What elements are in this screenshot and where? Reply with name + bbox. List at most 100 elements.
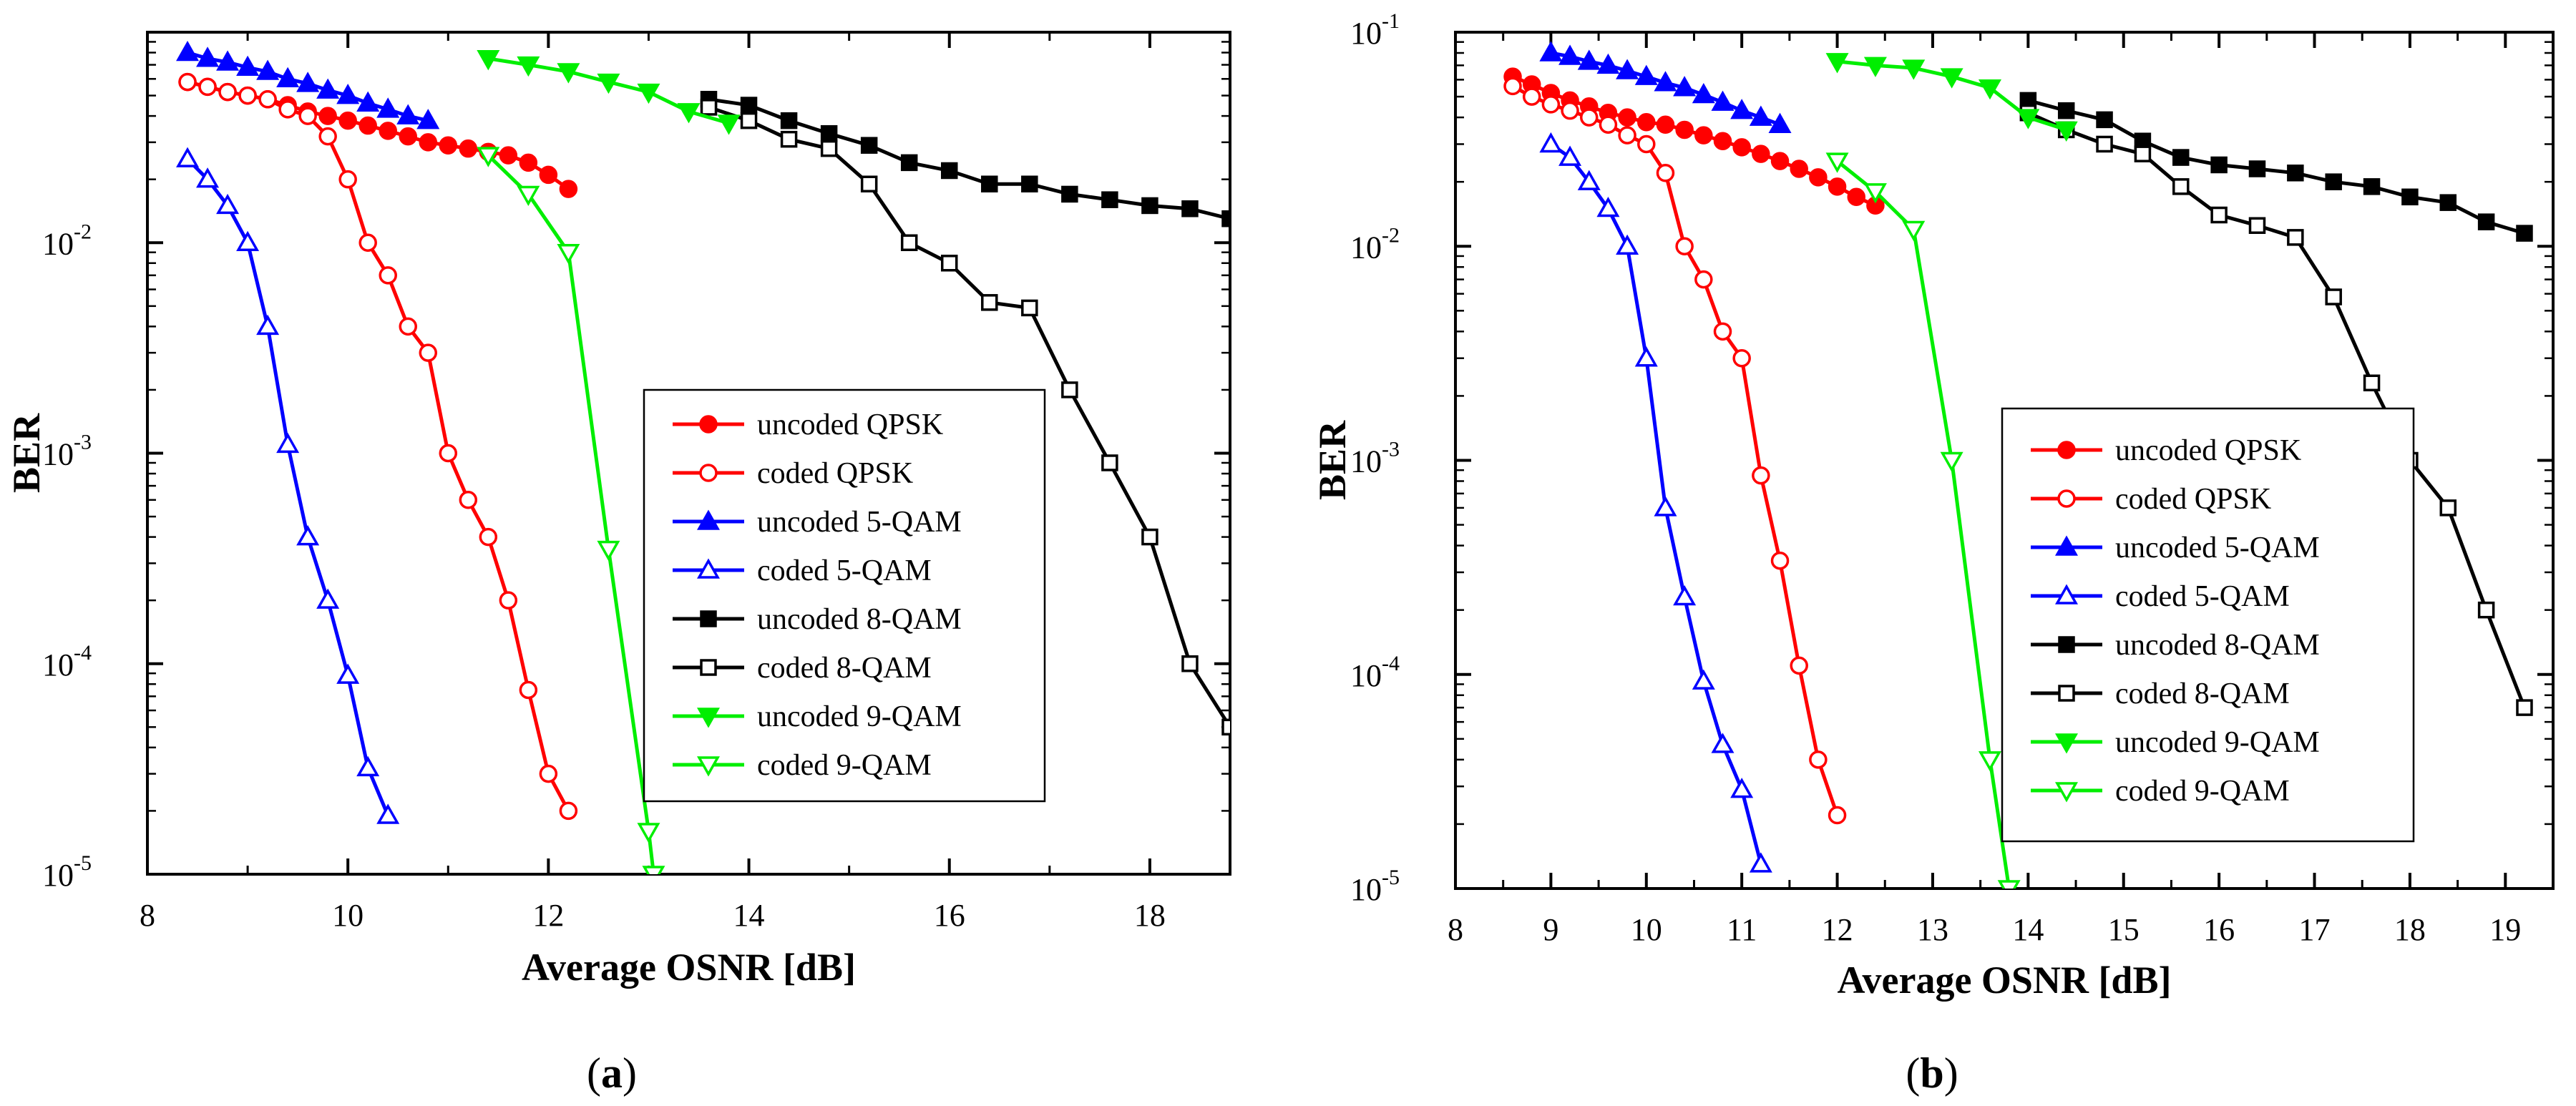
data-point [1596, 196, 1620, 217]
y-tick-label: 10-5 [1350, 866, 1400, 907]
data-point [1809, 750, 1828, 769]
data-point [256, 314, 280, 336]
x-tick-label: 17 [2299, 912, 2331, 947]
legend-marker [2058, 685, 2075, 702]
data-point [318, 127, 337, 146]
data-point [1541, 95, 1561, 114]
data-point [642, 866, 665, 874]
legend-label: coded QPSK [757, 457, 913, 490]
data-point [1181, 655, 1199, 672]
data-point [296, 72, 320, 92]
data-point [2439, 194, 2457, 211]
data-point [1021, 299, 1038, 317]
data-point [2325, 173, 2342, 190]
data-point [376, 97, 400, 118]
x-tick-label: 9 [1543, 912, 1558, 947]
data-point [1863, 57, 1887, 77]
data-point [2363, 178, 2381, 195]
data-point [256, 59, 280, 80]
legend-label: coded 5-QAM [757, 554, 932, 587]
legend-label: coded 5-QAM [2115, 580, 2290, 613]
series-group [176, 40, 1230, 874]
data-point [1522, 87, 1541, 106]
data-point [336, 84, 360, 104]
data-point [1730, 778, 1754, 798]
legend-label: uncoded 5-QAM [757, 506, 962, 539]
data-point [1978, 79, 2001, 100]
data-point [2287, 165, 2304, 182]
data-point [1141, 528, 1158, 546]
data-point [1752, 145, 1770, 163]
legend-marker [700, 659, 717, 676]
data-point [1997, 880, 2021, 889]
data-point [316, 588, 340, 609]
data-point [517, 56, 540, 77]
data-point [358, 233, 377, 252]
legend-marker [2055, 535, 2078, 556]
legend-label: uncoded 8-QAM [757, 603, 962, 636]
data-point [499, 591, 518, 610]
data-point [316, 78, 340, 99]
y-tick-label: 10-2 [42, 220, 92, 261]
y-tick-label: 10-3 [42, 431, 92, 472]
data-point [1828, 177, 1847, 196]
data-point [539, 764, 558, 783]
data-point [216, 50, 240, 71]
data-point [1061, 185, 1078, 203]
data-point [1221, 718, 1230, 736]
data-point [700, 99, 718, 116]
data-point [196, 47, 220, 67]
data-point [1558, 44, 1582, 65]
data-point [981, 294, 998, 311]
x-tick-label: 19 [2489, 912, 2521, 947]
data-point [1675, 120, 1694, 140]
data-point [517, 185, 540, 206]
data-point [1713, 322, 1732, 341]
legend-label: coded 9-QAM [2115, 775, 2290, 808]
x-tick-label: 16 [934, 898, 965, 933]
data-point [216, 193, 240, 215]
data-point [1752, 466, 1770, 485]
data-point [637, 823, 660, 843]
data-point [176, 40, 200, 62]
data-point [2210, 206, 2228, 224]
legend-marker [2057, 441, 2076, 459]
data-point [1101, 454, 1118, 471]
data-point [1675, 237, 1694, 255]
x-axis-title: Average OSNR [dB] [1838, 959, 2172, 1002]
data-point [1634, 346, 1658, 367]
data-point [1061, 381, 1078, 398]
legend-marker [2055, 584, 2078, 605]
legend-marker [697, 708, 720, 728]
data-point [1577, 49, 1601, 70]
series-group [1503, 41, 2533, 889]
x-axis-title: Average OSNR [dB] [522, 946, 856, 989]
series-line-coded-9-qam [487, 154, 655, 874]
data-point [1181, 200, 1199, 217]
data-point [379, 122, 397, 140]
data-point [740, 97, 758, 114]
data-point [276, 67, 300, 88]
legend: uncoded QPSK coded QPSK uncoded 5-QAM coded… [643, 388, 1046, 803]
data-point [1863, 183, 1887, 204]
data-point [1694, 270, 1713, 289]
legend-marker [697, 756, 720, 777]
data-point [419, 133, 438, 152]
x-tick-label: 12 [1822, 912, 1853, 947]
data-point [459, 139, 478, 158]
y-tick-label: 10-1 [1350, 9, 1400, 51]
y-tick-label: 10-2 [1350, 223, 1400, 265]
data-point [198, 77, 217, 97]
data-point [318, 107, 337, 125]
data-point [2363, 374, 2381, 392]
data-point [276, 432, 300, 454]
data-point [2516, 225, 2533, 242]
data-point [559, 801, 578, 821]
data-point [519, 680, 538, 700]
x-tick-label: 16 [2203, 912, 2235, 947]
data-point [236, 55, 260, 77]
legend-marker [697, 509, 720, 530]
caption-a: (a) [587, 1049, 637, 1097]
data-point [416, 109, 440, 129]
series-line-coded-qpsk [187, 80, 570, 812]
